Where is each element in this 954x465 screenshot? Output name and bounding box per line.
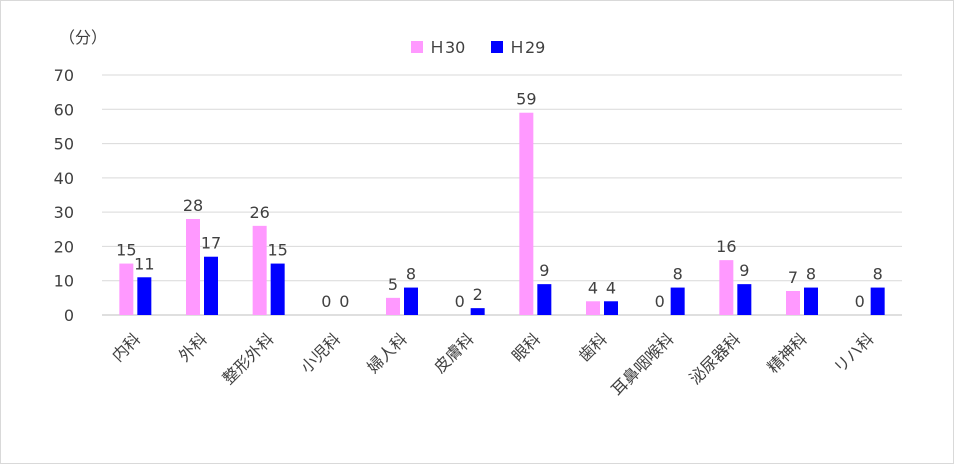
y-tick-label: 70 [54,66,74,85]
bar [270,263,285,315]
category-label: 皮膚科 [430,329,477,376]
data-label: 0 [655,292,665,311]
bar [119,263,134,315]
y-tick-label: 60 [54,100,74,119]
bar [586,301,600,315]
category-label: 内科 [108,329,144,365]
category-label: 小児科 [297,329,344,376]
data-label: 15 [267,241,287,260]
y-tick-label: 30 [54,203,74,222]
data-label: 8 [806,265,816,284]
data-label: 4 [588,278,598,297]
category-label: 整形外科 [219,329,278,388]
bar [604,301,618,315]
y-tick-label: 20 [54,237,74,256]
bar [137,277,152,315]
data-label: 4 [606,278,616,297]
bar [386,297,400,315]
bar [204,256,218,315]
bar [252,225,267,315]
data-label: 9 [739,261,749,280]
category-label: リハ科 [830,329,877,376]
data-label: 0 [855,292,865,311]
bar [719,260,734,315]
data-label: 28 [183,196,203,215]
data-label: 9 [539,261,549,280]
grid-lines [102,74,902,316]
bar [737,284,752,315]
category-label: 耳鼻咽喉科 [607,329,677,399]
data-label: 8 [673,265,683,284]
y-tick-label: 50 [54,135,74,154]
bars [119,112,885,315]
category-label: 歯科 [575,329,611,365]
data-label: 15 [116,241,136,260]
legend-label: Ｈ29 [509,38,545,57]
bar [537,284,552,315]
bar [519,112,534,315]
legend-swatch [411,41,423,53]
bar [786,291,800,315]
data-label: 2 [473,285,483,304]
bar [804,287,818,315]
data-label: 7 [788,268,798,287]
category-label: 泌尿器科 [685,329,744,388]
category-label: 外科 [175,329,211,365]
data-label: 17 [201,234,221,253]
data-label: 59 [516,90,536,109]
data-label: 0 [455,292,465,311]
data-label: 8 [873,265,883,284]
y-axis-unit-label: （分） [59,28,107,47]
data-label: 11 [134,254,154,273]
legend: Ｈ30 Ｈ29 [411,38,545,57]
y-tick-labels: 0 10 20 30 40 50 60 70 [54,66,74,325]
y-tick-label: 40 [54,169,74,188]
bar [186,219,200,315]
bar [470,308,485,315]
bar [870,287,885,315]
data-label: 8 [406,265,416,284]
legend-swatch [491,41,503,53]
data-label: 5 [388,275,398,294]
bar [670,287,685,315]
y-tick-label: 0 [64,306,74,325]
y-tick-label: 10 [54,272,74,291]
legend-label: Ｈ30 [429,38,465,57]
category-label: 精神科 [763,329,810,376]
data-label: 26 [249,203,269,222]
data-label: 16 [716,237,736,256]
category-label: 婦人科 [363,329,410,376]
bar [404,287,418,315]
category-label: 眼科 [508,329,544,365]
data-label: 0 [339,292,349,311]
data-label: 0 [321,292,331,311]
